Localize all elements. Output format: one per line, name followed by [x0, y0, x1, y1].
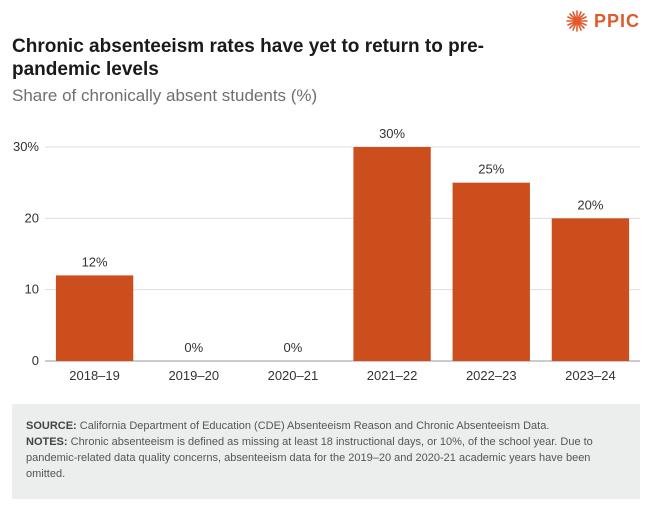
data-label: 25%: [478, 162, 504, 177]
x-tick-label: 2023–24: [565, 368, 616, 383]
data-label: 20%: [577, 197, 603, 212]
notes-text: Chronic absenteeism is defined as missin…: [26, 436, 593, 480]
bar: [452, 182, 530, 361]
notes-label: NOTES:: [26, 436, 68, 448]
source-text: California Department of Education (CDE)…: [79, 420, 550, 432]
bar: [55, 275, 134, 361]
brand-logo: PPIC: [566, 10, 640, 32]
chart-title: Chronic absenteeism rates have yet to re…: [12, 36, 484, 80]
chart-footer: SOURCE: California Department of Educati…: [12, 404, 640, 499]
x-tick-label: 2022–23: [466, 368, 517, 383]
notes: NOTES: Chronic absenteeism is defined as…: [26, 434, 626, 482]
source-note: SOURCE: California Department of Educati…: [26, 418, 626, 434]
y-tick-label: 30%: [13, 139, 39, 154]
bar-chart: 0 10 20 30% 12% 2018–19 0% 2019–20 0% 2020–21 30% 2…: [13, 126, 640, 383]
y-tick-label: 10: [25, 282, 39, 297]
bar: [551, 218, 630, 361]
bar: [353, 147, 431, 361]
chart-subtitle: Share of chronically absent students (%): [12, 86, 318, 105]
x-tick-label: 2019–20: [168, 368, 219, 383]
starburst-logo-icon: [566, 10, 588, 32]
data-label: 0%: [284, 340, 303, 355]
x-tick-label: 2021–22: [367, 368, 418, 383]
brand-name: PPIC: [593, 10, 640, 31]
data-label: 0%: [184, 340, 203, 355]
y-tick-label: 20: [25, 210, 39, 225]
data-label: 12%: [82, 254, 108, 269]
y-tick-label: 0: [32, 353, 39, 368]
x-tick-label: 2018–19: [69, 368, 120, 383]
source-label: SOURCE:: [26, 420, 77, 432]
data-label: 30%: [379, 126, 405, 141]
x-tick-label: 2020–21: [268, 368, 319, 383]
